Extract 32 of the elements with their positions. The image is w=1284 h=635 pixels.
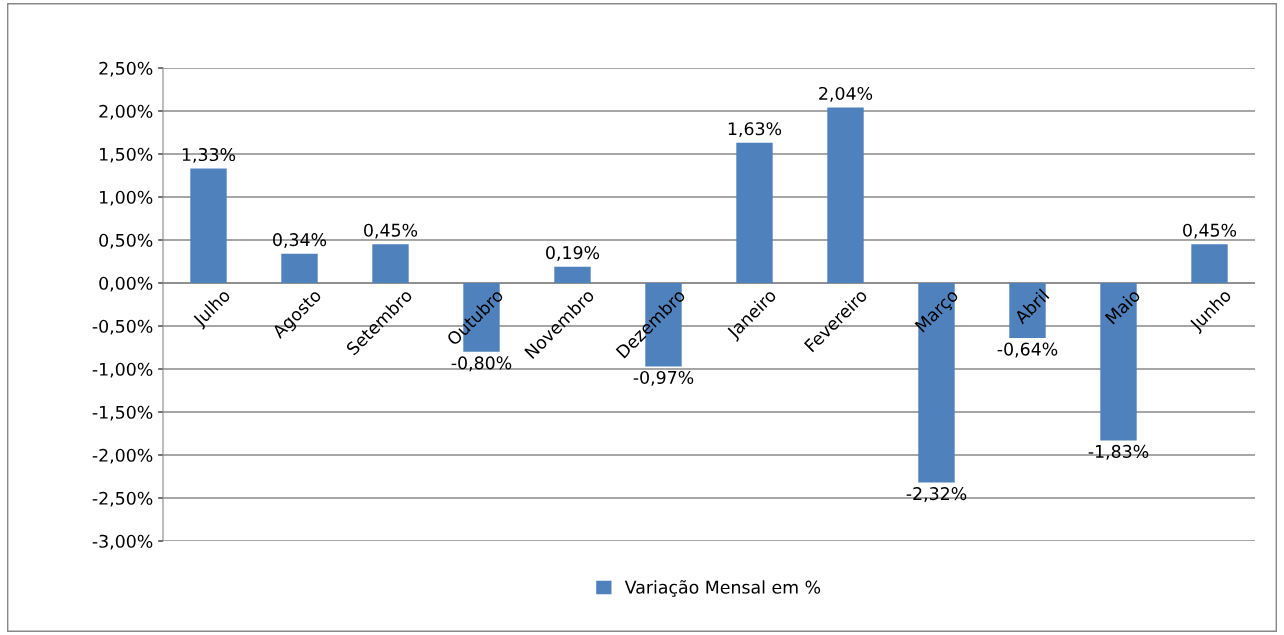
y-tick-label: 0,00% [99,276,153,292]
data-label: -1,83% [1088,444,1149,460]
bar [1191,244,1228,283]
data-label: 1,63% [728,122,782,138]
data-label: -0,97% [633,370,694,386]
y-tick-label: 2,00% [99,104,153,120]
y-tick-label: 0,50% [99,233,153,249]
bar [827,107,864,283]
data-label: -0,64% [997,342,1058,358]
data-label: 1,33% [182,147,236,163]
bar [372,244,409,283]
y-tick-label: -0,50% [92,319,153,335]
bar [190,168,227,283]
data-label: 0,45% [364,223,418,239]
data-label: 0,19% [546,246,600,261]
bar [281,253,318,283]
y-tick-label: -2,50% [92,491,153,507]
data-label: 0,34% [273,233,327,248]
y-tick-label: -2,00% [92,448,153,464]
bar [554,266,591,283]
y-tick-label: -3,00% [92,534,153,550]
y-tick-label: 1,00% [100,190,153,206]
y-tick-label: 1,50% [100,147,153,163]
bar [736,142,773,283]
data-label: -0,80% [451,356,512,372]
y-tick-label: -1,00% [92,362,153,378]
data-label: 0,45% [1183,223,1237,239]
data-label: -2,32% [906,486,967,502]
y-tick-label: 2,50% [99,61,153,77]
data-label: 2,04% [819,86,873,102]
legend-label: Variação Mensal em % [624,580,821,597]
y-tick-label: -1,50% [92,405,153,421]
